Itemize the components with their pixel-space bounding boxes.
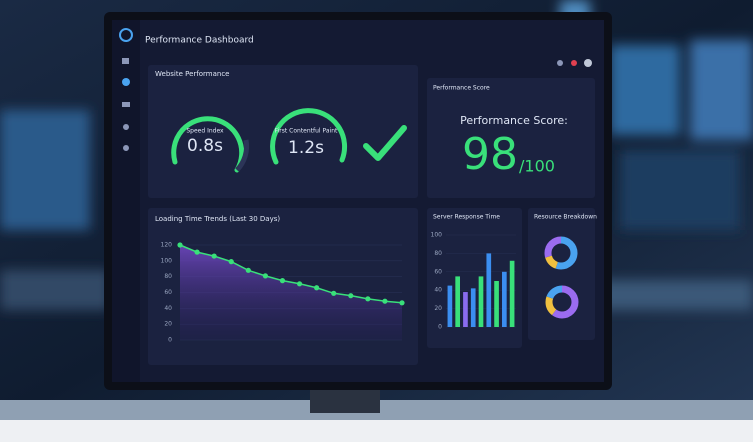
score-max: /100 bbox=[519, 157, 555, 176]
point bbox=[331, 290, 337, 296]
sidebar bbox=[112, 20, 140, 382]
point bbox=[279, 278, 286, 284]
y-tick-label: 60 bbox=[164, 289, 172, 296]
y-tick-label: 20 bbox=[434, 305, 442, 312]
point bbox=[365, 296, 371, 302]
panel-title: Server Response Time bbox=[433, 214, 500, 221]
bar bbox=[470, 288, 476, 327]
panel bbox=[528, 208, 595, 340]
bar bbox=[478, 276, 484, 327]
point bbox=[262, 273, 268, 279]
bar bbox=[463, 292, 468, 327]
list-icon[interactable] bbox=[122, 102, 130, 107]
panel-title: Loading Time Trends (Last 30 Days) bbox=[155, 215, 280, 223]
panel bbox=[148, 65, 418, 198]
perf-icon[interactable] bbox=[122, 78, 130, 86]
y-tick-label: 100 bbox=[161, 257, 173, 264]
point bbox=[211, 253, 217, 259]
y-tick-label: 40 bbox=[434, 287, 442, 294]
logo bbox=[119, 28, 133, 42]
y-tick-label: 20 bbox=[164, 321, 172, 328]
time-icon[interactable] bbox=[123, 124, 129, 130]
point bbox=[348, 293, 354, 299]
y-tick-label: 100 bbox=[431, 232, 443, 239]
metric-value: 0.8s bbox=[187, 136, 223, 156]
settings-icon[interactable] bbox=[123, 145, 129, 151]
gauge-track bbox=[235, 139, 250, 172]
metric-label: Speed Index bbox=[186, 128, 224, 135]
y-tick-label: 80 bbox=[164, 273, 172, 280]
score-value: 98 bbox=[462, 129, 518, 180]
panel-title: Resource Breakdown bbox=[534, 214, 597, 221]
bar bbox=[494, 281, 499, 327]
blurred-office bbox=[0, 0, 753, 310]
sidebar-icons[interactable] bbox=[122, 58, 130, 151]
bar bbox=[455, 276, 460, 327]
check-icon bbox=[363, 125, 407, 161]
home-icon[interactable] bbox=[122, 58, 129, 64]
y-tick-label: 60 bbox=[434, 268, 442, 275]
search-icon[interactable] bbox=[557, 60, 563, 66]
panel-title: Website Performance bbox=[155, 70, 230, 78]
bar bbox=[502, 271, 507, 327]
y-tick-label: 0 bbox=[438, 324, 442, 331]
header-title: Performance Dashboard bbox=[145, 36, 254, 46]
metric-value: 1.2s bbox=[288, 138, 324, 158]
bottom-strip bbox=[0, 420, 753, 442]
bar bbox=[486, 253, 492, 327]
y-tick-label: 40 bbox=[164, 305, 172, 312]
y-tick-label: 80 bbox=[434, 250, 442, 257]
y-tick-label: 120 bbox=[161, 242, 173, 249]
point bbox=[194, 249, 200, 255]
avatar[interactable] bbox=[584, 59, 592, 67]
bar bbox=[509, 260, 515, 327]
point bbox=[296, 281, 303, 287]
donut-segment bbox=[545, 285, 579, 319]
line bbox=[179, 244, 403, 304]
metric-label: First Contentful Paint bbox=[275, 128, 338, 135]
point bbox=[382, 298, 388, 304]
donut-segment bbox=[545, 285, 579, 319]
bar bbox=[447, 285, 453, 327]
gauge-arc bbox=[270, 108, 348, 165]
point bbox=[399, 300, 405, 306]
point bbox=[228, 259, 234, 265]
gauge-arc bbox=[171, 116, 245, 173]
panel bbox=[427, 78, 595, 198]
notify-icon[interactable] bbox=[571, 60, 577, 66]
panel-title: Performance Score bbox=[433, 85, 490, 92]
area bbox=[180, 245, 402, 340]
point bbox=[245, 267, 251, 273]
point bbox=[177, 242, 183, 248]
score-heading: Performance Score: bbox=[460, 114, 568, 127]
y-tick-label: 0 bbox=[168, 337, 172, 344]
point bbox=[314, 285, 320, 291]
donut-segment bbox=[544, 236, 578, 270]
